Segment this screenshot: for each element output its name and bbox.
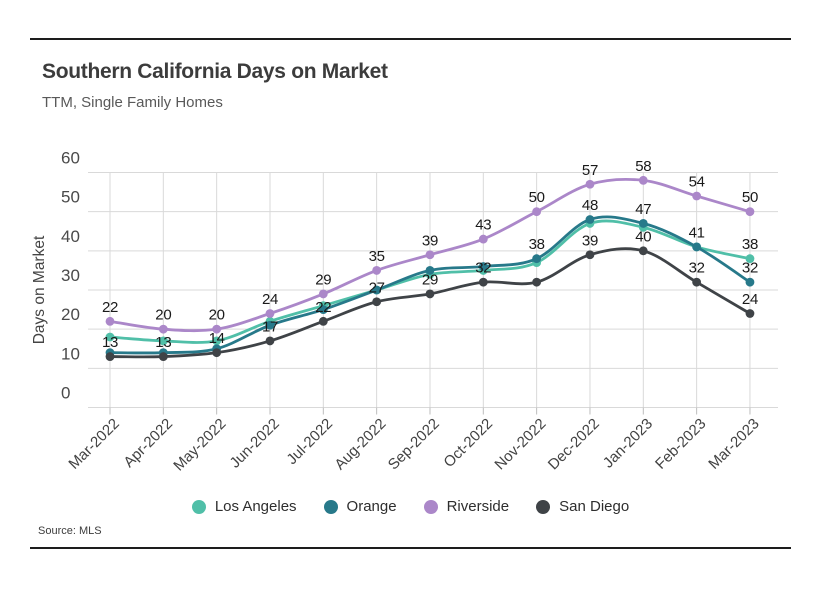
- svg-text:60: 60: [61, 149, 80, 168]
- svg-text:20: 20: [61, 305, 80, 324]
- svg-text:24: 24: [262, 291, 278, 308]
- svg-text:24: 24: [742, 291, 758, 308]
- svg-text:30: 30: [61, 266, 80, 285]
- svg-text:Jun-2022: Jun-2022: [227, 415, 283, 471]
- svg-text:57: 57: [582, 162, 598, 179]
- svg-text:May-2022: May-2022: [170, 415, 229, 474]
- svg-text:13: 13: [155, 334, 171, 351]
- svg-text:41: 41: [689, 224, 705, 241]
- svg-text:50: 50: [529, 189, 545, 206]
- legend-item-riverside: Riverside: [423, 498, 510, 515]
- line-chart: 0 10 20 30 40 50 60 Mar-2022Apr-2022May-2022Jun…: [31, 149, 778, 474]
- svg-text:Days on Market: Days on Market: [31, 235, 48, 344]
- chart-subtitle: TTM, Single Family Homes: [42, 94, 223, 111]
- svg-text:14: 14: [209, 330, 225, 347]
- legend-item-orange: Orange: [323, 498, 397, 515]
- svg-text:32: 32: [689, 260, 705, 277]
- legend-item-san-diego: San Diego: [536, 498, 629, 515]
- svg-text:29: 29: [422, 271, 438, 288]
- svg-text:47: 47: [635, 201, 651, 218]
- legend-marker-riverside: [423, 499, 438, 514]
- svg-text:40: 40: [61, 227, 80, 246]
- legend-marker-los-angeles: [191, 499, 206, 514]
- svg-text:17: 17: [262, 318, 278, 335]
- svg-text:Mar-2022: Mar-2022: [65, 415, 122, 472]
- bottom-rule: [30, 547, 791, 549]
- source-note: Source: MLS: [38, 525, 102, 537]
- svg-text:Dec-2022: Dec-2022: [545, 415, 603, 473]
- legend-label-orange: Orange: [346, 498, 397, 515]
- svg-text:27: 27: [369, 279, 385, 296]
- svg-text:0: 0: [61, 384, 70, 403]
- svg-text:50: 50: [742, 189, 758, 206]
- svg-text:Feb-2023: Feb-2023: [652, 415, 709, 472]
- legend-marker-san-diego: [536, 499, 551, 514]
- legend-label-los-angeles: Los Angeles: [214, 498, 297, 515]
- svg-text:10: 10: [61, 344, 80, 363]
- svg-text:58: 58: [635, 158, 651, 175]
- svg-text:Jul-2022: Jul-2022: [283, 415, 336, 468]
- svg-text:32: 32: [475, 260, 491, 277]
- svg-text:22: 22: [315, 299, 331, 316]
- chart-title: Southern California Days on Market: [42, 60, 388, 83]
- svg-text:48: 48: [582, 197, 598, 214]
- svg-text:Nov-2022: Nov-2022: [491, 415, 549, 473]
- legend-label-riverside: Riverside: [446, 498, 510, 515]
- svg-text:40: 40: [635, 228, 651, 245]
- svg-text:Aug-2022: Aug-2022: [331, 415, 389, 473]
- svg-text:54: 54: [689, 174, 705, 191]
- svg-text:Mar-2023: Mar-2023: [705, 415, 762, 472]
- svg-text:Sep-2022: Sep-2022: [385, 415, 443, 473]
- svg-text:20: 20: [155, 307, 171, 324]
- svg-text:39: 39: [582, 232, 598, 249]
- legend-marker-orange: [323, 499, 338, 514]
- svg-text:39: 39: [422, 232, 438, 249]
- svg-text:22: 22: [102, 299, 118, 316]
- svg-text:Apr-2022: Apr-2022: [120, 415, 176, 471]
- svg-text:50: 50: [61, 188, 80, 207]
- svg-text:Oct-2022: Oct-2022: [440, 415, 496, 471]
- svg-text:35: 35: [369, 248, 385, 265]
- svg-text:13: 13: [102, 334, 118, 351]
- svg-text:38: 38: [742, 236, 758, 253]
- svg-text:20: 20: [209, 307, 225, 324]
- svg-text:32: 32: [742, 260, 758, 277]
- svg-text:29: 29: [315, 271, 331, 288]
- svg-text:43: 43: [475, 217, 491, 234]
- chart-legend: Los Angeles Orange Riverside San Diego: [0, 498, 821, 515]
- svg-text:38: 38: [529, 236, 545, 253]
- top-rule: [30, 38, 791, 40]
- legend-label-san-diego: San Diego: [559, 498, 630, 515]
- svg-text:Jan-2023: Jan-2023: [600, 415, 656, 471]
- legend-item-los-angeles: Los Angeles: [191, 498, 297, 515]
